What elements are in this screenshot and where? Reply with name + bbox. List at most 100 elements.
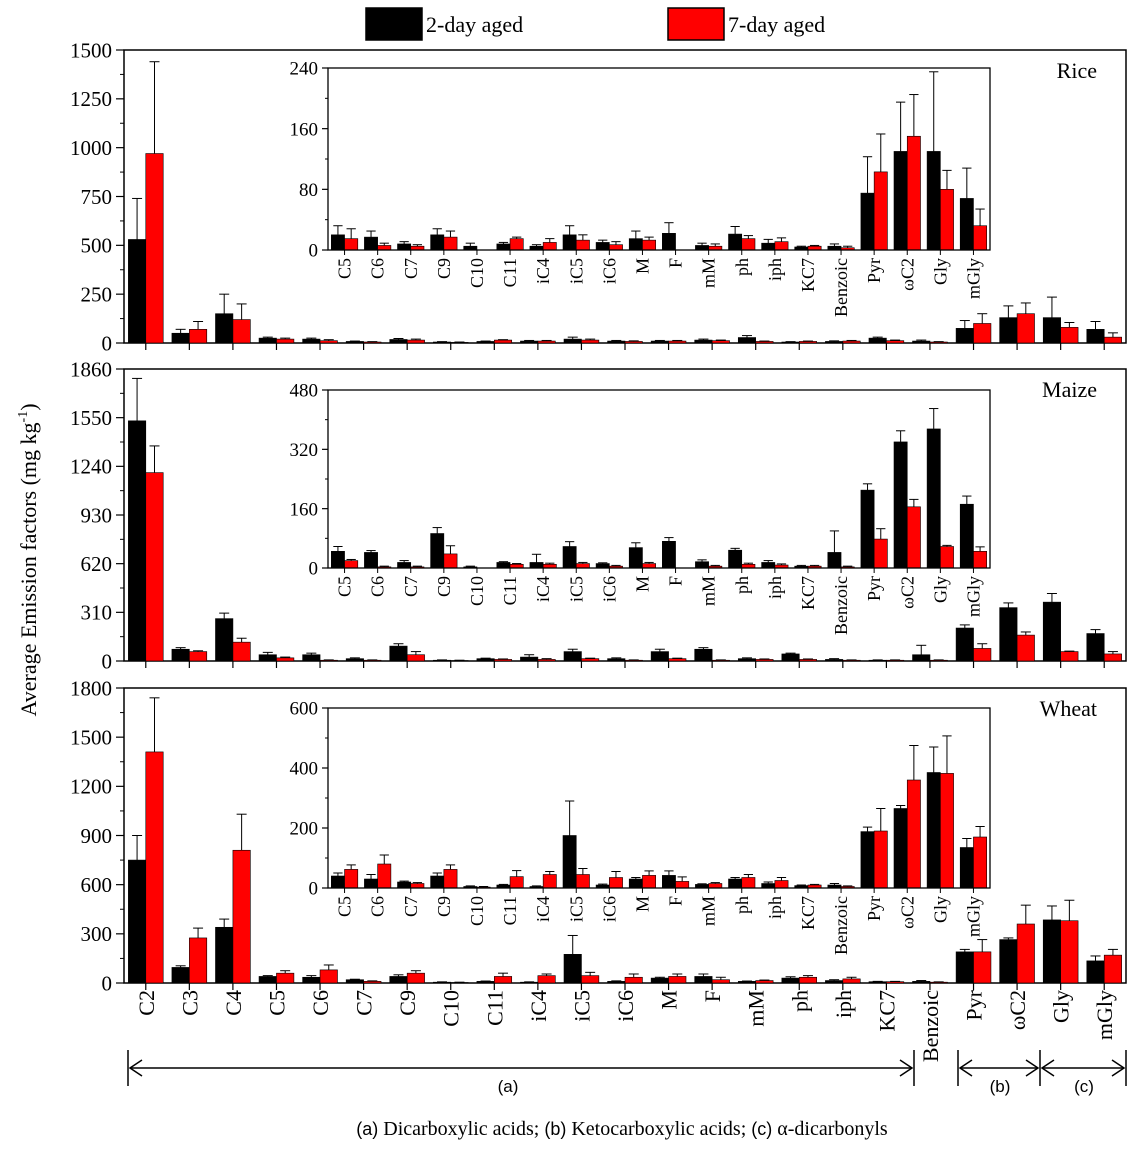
main-bar-2day [999,607,1018,662]
main-bar-7day [189,937,208,984]
main-bar-2day [1086,633,1105,662]
inset-bar-7day [410,883,425,889]
caption-b-marker: (b) [544,1119,566,1139]
figure-caption: (a) Dicarboxylic acids; (b) Ketocarboxyl… [356,1118,888,1140]
main-bar-2day [1042,601,1061,662]
x-tick-label: C9 [395,990,420,1016]
inset-x-tick-label: C10 [467,896,487,926]
inset-bar-2day [628,878,643,889]
inset-bar-2day [695,245,709,251]
main-bar-7day [668,340,687,344]
legend-label-7day: 7-day aged [728,12,825,37]
group-label-c: (c) [1074,1077,1094,1096]
inset-bar-7day [443,553,458,569]
inset-bar-2day [496,243,511,251]
main-y-tick-label: 1800 [70,676,112,700]
inset-x-tick-label: mM [699,896,719,926]
main-bar-2day [1042,317,1061,344]
main-bar-7day [1103,336,1122,344]
main-bar-7day [406,339,425,344]
main-y-tick-label: 300 [81,922,113,946]
x-tick-label: C5 [264,990,289,1016]
main-bar-2day [128,420,147,662]
main-bar-2day [868,337,887,344]
x-tick-label: KC7 [874,990,899,1032]
inset-bar-7day [741,877,756,889]
main-y-tick-label: 500 [81,234,113,258]
bracket-c-arrow-left [1040,1059,1055,1077]
main-bar-7day [624,976,643,984]
main-bar-2day [389,645,408,662]
main-bar-2day [258,337,277,344]
main-y-tick-label: 310 [81,601,113,625]
inset-x-tick-label: mGly [963,896,983,937]
main-bar-7day [711,340,730,344]
inset-bar-2day [562,546,577,569]
inset-y-tick-label: 0 [309,559,319,580]
main-bar-2day [912,340,931,344]
inset-bar-7day [774,241,789,251]
caption-c-marker: (c) [751,1119,772,1139]
main-y-tick-label: 1000 [70,136,112,160]
main-bar-7day [406,654,425,662]
inset-x-tick-label: M [632,258,652,274]
inset-x-tick-label: Pyr [864,576,884,601]
main-y-tick-label: 1500 [70,38,112,62]
inset-bar-2day [761,883,776,889]
inset-bar-2day [628,238,643,251]
inset-bar-7day [906,506,921,569]
inset-bar-2day [662,875,676,889]
inset-bar-7day [642,239,656,251]
inset-x-tick-label: ph [732,258,752,276]
inset-bar-7day [873,538,888,569]
main-bar-7day [973,323,992,344]
inset-x-tick-label: iC5 [566,576,586,602]
main-bar-2day [999,317,1018,344]
inset-x-tick-label: KC7 [798,896,818,930]
inset-bar-2day [331,875,345,889]
x-tick-label: ωC2 [1005,990,1030,1030]
main-bar-7day [189,651,208,662]
inset-bar-2day [397,562,412,569]
inset-x-tick-label: ωC2 [897,576,917,609]
main-bar-7day [668,976,687,984]
main-bar-2day [563,651,582,662]
inset-bar-2day [331,234,345,251]
panel-wheat: 0 300 600 900 1200 1500 1800 Wheat 0 200 400 600 C5 C… [70,676,1127,995]
caption-b-text: Ketocarboxylic acids; [566,1118,751,1140]
main-bar-7day [755,341,774,344]
inset-bar-2day [331,551,345,569]
inset-bar-2day [628,547,643,569]
main-bar-2day [868,981,887,984]
main-bar-2day [737,337,757,344]
inset-bar-7day [609,877,623,889]
inset-x-tick-label: C10 [467,576,487,606]
main-bar-2day [258,976,277,984]
x-tick-label: ph [787,990,812,1012]
inset-bar-7day [940,546,954,569]
inset-bar-7day [377,863,392,889]
main-bar-7day [537,340,556,344]
inset-bar-2day [860,489,875,569]
main-bar-2day [694,648,713,662]
main-bar-7day [973,648,992,662]
main-bar-2day [650,340,669,344]
inset-bar-7day [675,881,690,889]
legend: 2-day aged 7-day aged [365,7,825,41]
inset-x-tick-label: ph [732,896,752,914]
inset-bar-7day [873,830,888,889]
inset-y-tick-label: 320 [290,440,319,461]
inset-y-tick-label: 80 [299,180,318,201]
inset-bar-2day [926,428,941,569]
x-tick-label: C7 [352,990,377,1016]
inset-bar-7day [344,869,359,889]
main-bar-7day [1016,923,1035,984]
main-bar-7day [232,641,251,662]
inset-bar-7day [609,244,623,251]
main-bar-7day [1060,651,1079,662]
inset-x-tick-label: iC5 [566,896,586,922]
main-bar-7day [755,980,774,984]
panel-title: Maize [1042,377,1097,402]
bracket-b-arrow-left [958,1059,973,1077]
